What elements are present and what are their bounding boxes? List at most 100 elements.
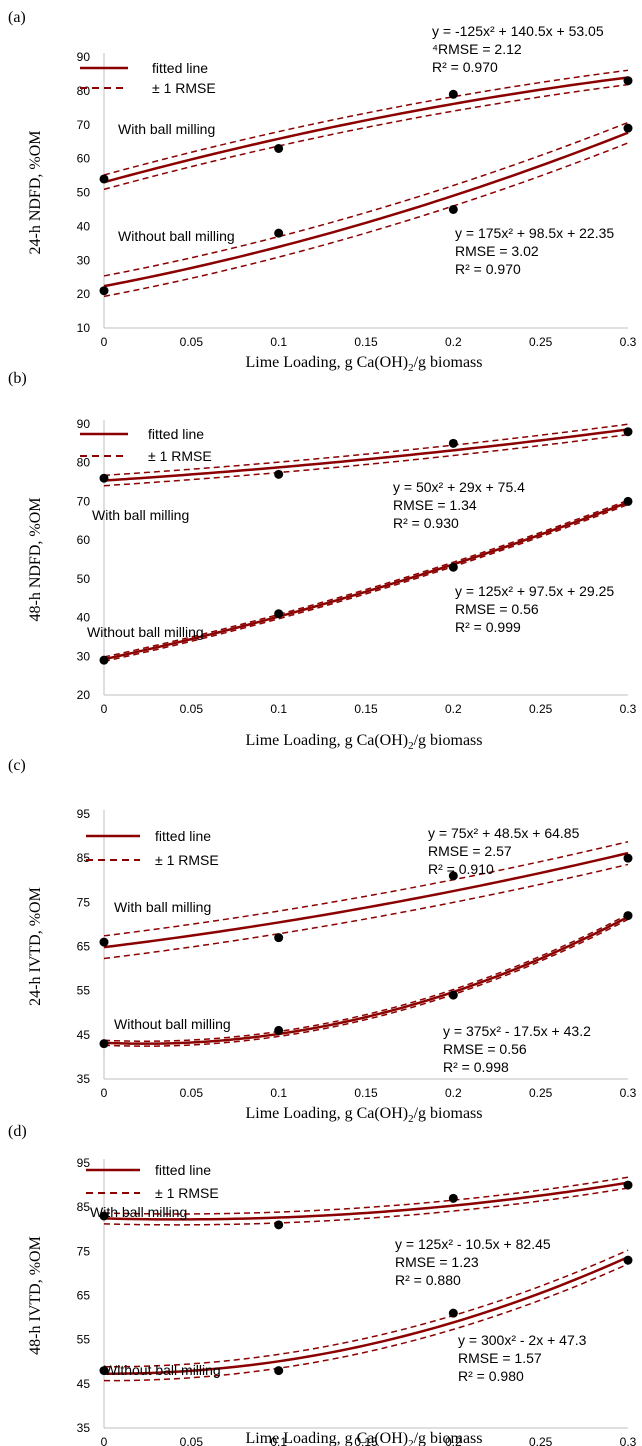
rmse-lower-line: [103, 433, 629, 487]
equation-line: R² = 0.880: [395, 1272, 461, 1288]
y-tick-label: 55: [77, 984, 91, 998]
fitted-line: [103, 851, 629, 949]
legend-fitted-label: fitted line: [152, 60, 208, 76]
equation-line: RMSE = 3.02: [455, 243, 539, 259]
legend-fitted-label: fitted line: [155, 828, 211, 844]
data-point: [623, 911, 633, 921]
y-tick-label: 70: [77, 494, 91, 508]
rmse-upper-line: [103, 841, 629, 937]
data-point: [448, 438, 458, 448]
equation-line: y = 125x² + 97.5x + 29.25: [455, 583, 614, 599]
y-tick-label: 90: [77, 417, 91, 431]
panel-label: (a): [8, 9, 26, 26]
equation-line: RMSE = 1.23: [395, 1254, 479, 1270]
x-tick-label: 0.25: [529, 1435, 553, 1446]
data-point: [99, 174, 109, 184]
x-tick-label: 0.2: [445, 1086, 462, 1100]
equation-line: RMSE = 2.57: [428, 843, 512, 859]
y-tick-label: 30: [77, 649, 91, 663]
equation-line: R² = 0.980: [458, 1368, 524, 1384]
fitted-line: [103, 1181, 629, 1221]
y-tick-label: 55: [77, 1333, 91, 1347]
y-tick-label: 45: [77, 1028, 91, 1042]
y-tick-label: 75: [77, 1244, 91, 1258]
x-tick-label: 0.1: [270, 702, 287, 716]
equation-line: R² = 0.910: [428, 861, 494, 877]
data-point: [274, 1220, 284, 1230]
y-tick-label: 70: [77, 118, 91, 132]
data-point: [99, 655, 109, 665]
equation-line: R² = 0.998: [443, 1059, 509, 1075]
equation-line: y = -125x² + 140.5x + 53.05: [432, 23, 604, 39]
legend-fitted-label: fitted line: [148, 426, 204, 442]
fitted-line: [103, 915, 629, 1045]
y-tick-label: 85: [77, 851, 91, 865]
rmse-lower-line: [103, 918, 629, 1047]
series-name-label: With ball milling: [90, 1204, 187, 1220]
series-with-ball-milling: [99, 423, 633, 487]
rmse-upper-line: [103, 1176, 629, 1215]
data-point: [274, 1025, 284, 1035]
data-point: [623, 1255, 633, 1265]
x-tick-label: 0.15: [354, 1435, 378, 1446]
fitted-line: [103, 428, 629, 482]
y-tick-label: 40: [77, 219, 91, 233]
rmse-lower-line: [103, 863, 629, 960]
data-point: [448, 204, 458, 214]
x-axis-label: Lime Loading, g Ca(OH)2/g biomass: [245, 732, 482, 752]
rmse-lower-line: [103, 503, 629, 663]
rmse-upper-line: [103, 423, 629, 477]
x-tick-label: 0.05: [180, 1086, 204, 1100]
panel-label: (b): [8, 370, 27, 387]
y-tick-label: 35: [77, 1072, 91, 1086]
y-tick-label: 10: [77, 321, 91, 335]
x-tick-label: 0.25: [529, 1086, 553, 1100]
legend-rmse-label: ± 1 RMSE: [148, 448, 212, 464]
equation-line: R² = 0.970: [432, 59, 498, 75]
rmse-upper-line: [103, 121, 629, 277]
chart-panel-b: (b) 20 30 40 50 60 70 80 90 0 0.05 0.1 0.15 0.2 0.25 0.…: [8, 370, 637, 752]
y-axis-label: 24-h IVTD, %OM: [27, 887, 44, 1006]
y-tick-label: 50: [77, 186, 91, 200]
x-tick-label: 0.1: [270, 1435, 287, 1446]
x-tick-label: 0.3: [620, 702, 637, 716]
chart-panel-a: (a) 10 20 30 40 50 60 70 80 90 0 0.05 0.1 0.15 0.2 0.25…: [8, 9, 637, 374]
chart-panel-c: (c) 35 45 55 65 75 85 95 0 0.05 0.1 0.15 0.2 0.25 0.3 2…: [8, 757, 637, 1125]
x-tick-label: 0.1: [270, 1086, 287, 1100]
y-tick-label: 20: [77, 688, 91, 702]
x-axis-label: Lime Loading, g Ca(OH)2/g biomass: [245, 354, 482, 374]
x-tick-label: 0.05: [180, 335, 204, 349]
data-point: [274, 469, 284, 479]
x-tick-label: 0.2: [445, 1435, 462, 1446]
data-point: [623, 1180, 633, 1190]
series-name-label: With ball milling: [118, 121, 215, 137]
x-tick-label: 0.3: [620, 1435, 637, 1446]
x-tick-label: 0: [101, 1435, 108, 1446]
data-point: [99, 1211, 109, 1221]
x-tick-label: 0.15: [354, 702, 378, 716]
equation-line: RMSE = 0.56: [455, 601, 539, 617]
x-tick-label: 0: [101, 1086, 108, 1100]
legend-rmse-label: ± 1 RMSE: [152, 80, 216, 96]
y-tick-label: 40: [77, 611, 91, 625]
rmse-upper-line: [103, 499, 629, 658]
equation-line: R² = 0.970: [455, 261, 521, 277]
rmse-upper-line: [103, 913, 629, 1042]
data-point: [448, 562, 458, 572]
series-with-ball-milling: [99, 69, 633, 191]
series-name-label: Without ball milling: [114, 1016, 231, 1032]
rmse-upper-line: [103, 1249, 629, 1368]
y-tick-label: 20: [77, 287, 91, 301]
series-name-label: Without ball milling: [104, 1362, 221, 1378]
data-point: [448, 871, 458, 881]
series-name-label: Without ball milling: [87, 624, 204, 640]
x-tick-label: 0: [101, 335, 108, 349]
data-point: [623, 496, 633, 506]
y-tick-label: 90: [77, 50, 91, 64]
data-point: [274, 143, 284, 153]
rmse-lower-line: [103, 83, 629, 191]
equation-line: y = 50x² + 29x + 75.4: [393, 479, 525, 495]
equation-line: y = 175x² + 98.5x + 22.35: [455, 225, 614, 241]
series-name-label: Without ball milling: [118, 228, 235, 244]
